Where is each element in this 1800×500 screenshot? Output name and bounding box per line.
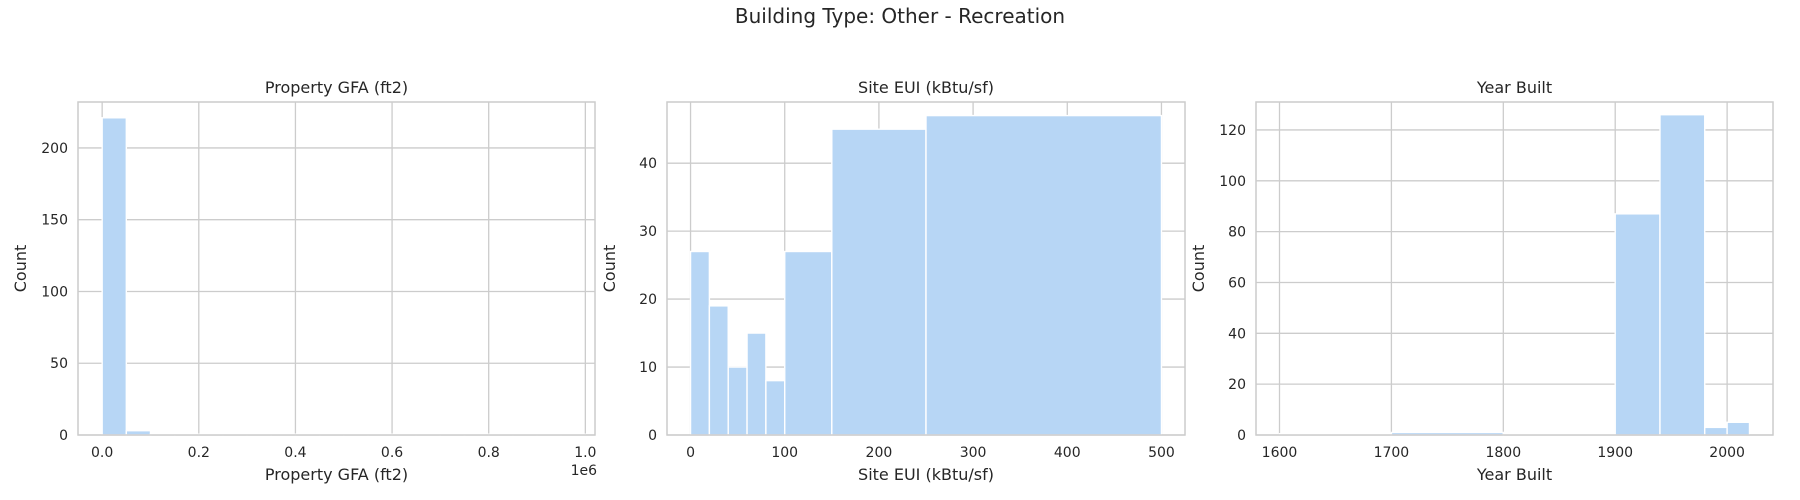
x-tick-label: 0.2 — [188, 445, 210, 461]
x-tick-label: 0.4 — [284, 445, 306, 461]
y-axis-label: Count — [11, 245, 30, 293]
y-tick-label: 20 — [1228, 377, 1246, 393]
x-tick-label: 0.0 — [91, 445, 113, 461]
histogram-bar — [831, 128, 927, 436]
histogram-bar — [746, 332, 767, 436]
histogram-bar — [689, 250, 711, 436]
y-tick-label: 30 — [639, 224, 657, 240]
y-axis-label: Count — [1189, 245, 1208, 293]
x-tick-label: 1800 — [1485, 445, 1521, 461]
y-tick-label: 0 — [59, 428, 68, 444]
histogram-bar — [784, 250, 833, 436]
y-tick-label: 100 — [41, 284, 68, 300]
x-tick-label: 2000 — [1709, 445, 1745, 461]
x-axis-label: Site EUI (kBtu/sf) — [858, 465, 994, 484]
y-tick-label: 80 — [1228, 225, 1246, 241]
histogram-bar — [101, 117, 128, 436]
histogram-bar — [1726, 421, 1751, 436]
x-offset-label: 1e6 — [571, 463, 598, 479]
x-tick-label: 0 — [686, 445, 695, 461]
y-tick-label: 10 — [639, 360, 657, 376]
y-tick-label: 0 — [648, 428, 657, 444]
chart-panel-1: 0.0 0.2 0.4 0.6 0.8 1.0 0 50 100 150 200 Property G… — [11, 78, 597, 484]
y-tick-label: 200 — [41, 141, 68, 157]
panel-title: Site EUI (kBtu/sf) — [858, 78, 994, 97]
x-axis-label: Property GFA (ft2) — [265, 465, 408, 484]
y-tick-label: 40 — [639, 156, 657, 172]
y-tick-label: 100 — [1219, 174, 1246, 190]
histogram-bar — [1614, 213, 1661, 436]
y-tick-label: 40 — [1228, 326, 1246, 342]
plot-frame — [666, 101, 1186, 436]
histogram-bar — [727, 366, 748, 436]
histogram-bar — [708, 305, 729, 436]
panel-title: Property GFA (ft2) — [265, 78, 408, 97]
x-tick-label: 400 — [1054, 445, 1081, 461]
x-axis-label: Year Built — [1476, 465, 1552, 484]
y-axis-label: Count — [600, 245, 619, 293]
plot-frame — [1255, 101, 1774, 436]
histogram-bar — [925, 114, 1163, 436]
histogram-bar — [765, 379, 786, 436]
x-tick-label: 0.8 — [478, 445, 500, 461]
x-tick-label: 1700 — [1374, 445, 1410, 461]
x-tick-label: 500 — [1148, 445, 1175, 461]
x-tick-label: 1900 — [1597, 445, 1633, 461]
chart-panel-3: 1600 1700 1800 1900 2000 0 20 40 60 80 100 120 Year … — [1189, 78, 1774, 484]
y-tick-label: 60 — [1228, 275, 1246, 291]
x-tick-label: 1600 — [1262, 445, 1298, 461]
x-tick-label: 1.0 — [574, 445, 596, 461]
y-tick-label: 150 — [41, 213, 68, 229]
y-tick-label: 120 — [1219, 123, 1246, 139]
histogram-bar — [1659, 114, 1706, 436]
y-tick-label: 50 — [50, 356, 68, 372]
chart-panel-2: 0 100 200 300 400 500 0 10 20 30 40 Site EUI (kBtu/… — [600, 78, 1186, 484]
x-tick-label: 200 — [866, 445, 893, 461]
x-tick-label: 300 — [960, 445, 987, 461]
panel-title: Year Built — [1476, 78, 1552, 97]
figure-title: Building Type: Other - Recreation — [734, 4, 1066, 28]
histogram-bar — [1704, 426, 1728, 436]
x-tick-label: 0.6 — [381, 445, 403, 461]
x-tick-label: 100 — [771, 445, 798, 461]
y-tick-label: 0 — [1237, 428, 1246, 444]
y-tick-label: 20 — [639, 292, 657, 308]
plot-frame — [77, 101, 596, 436]
